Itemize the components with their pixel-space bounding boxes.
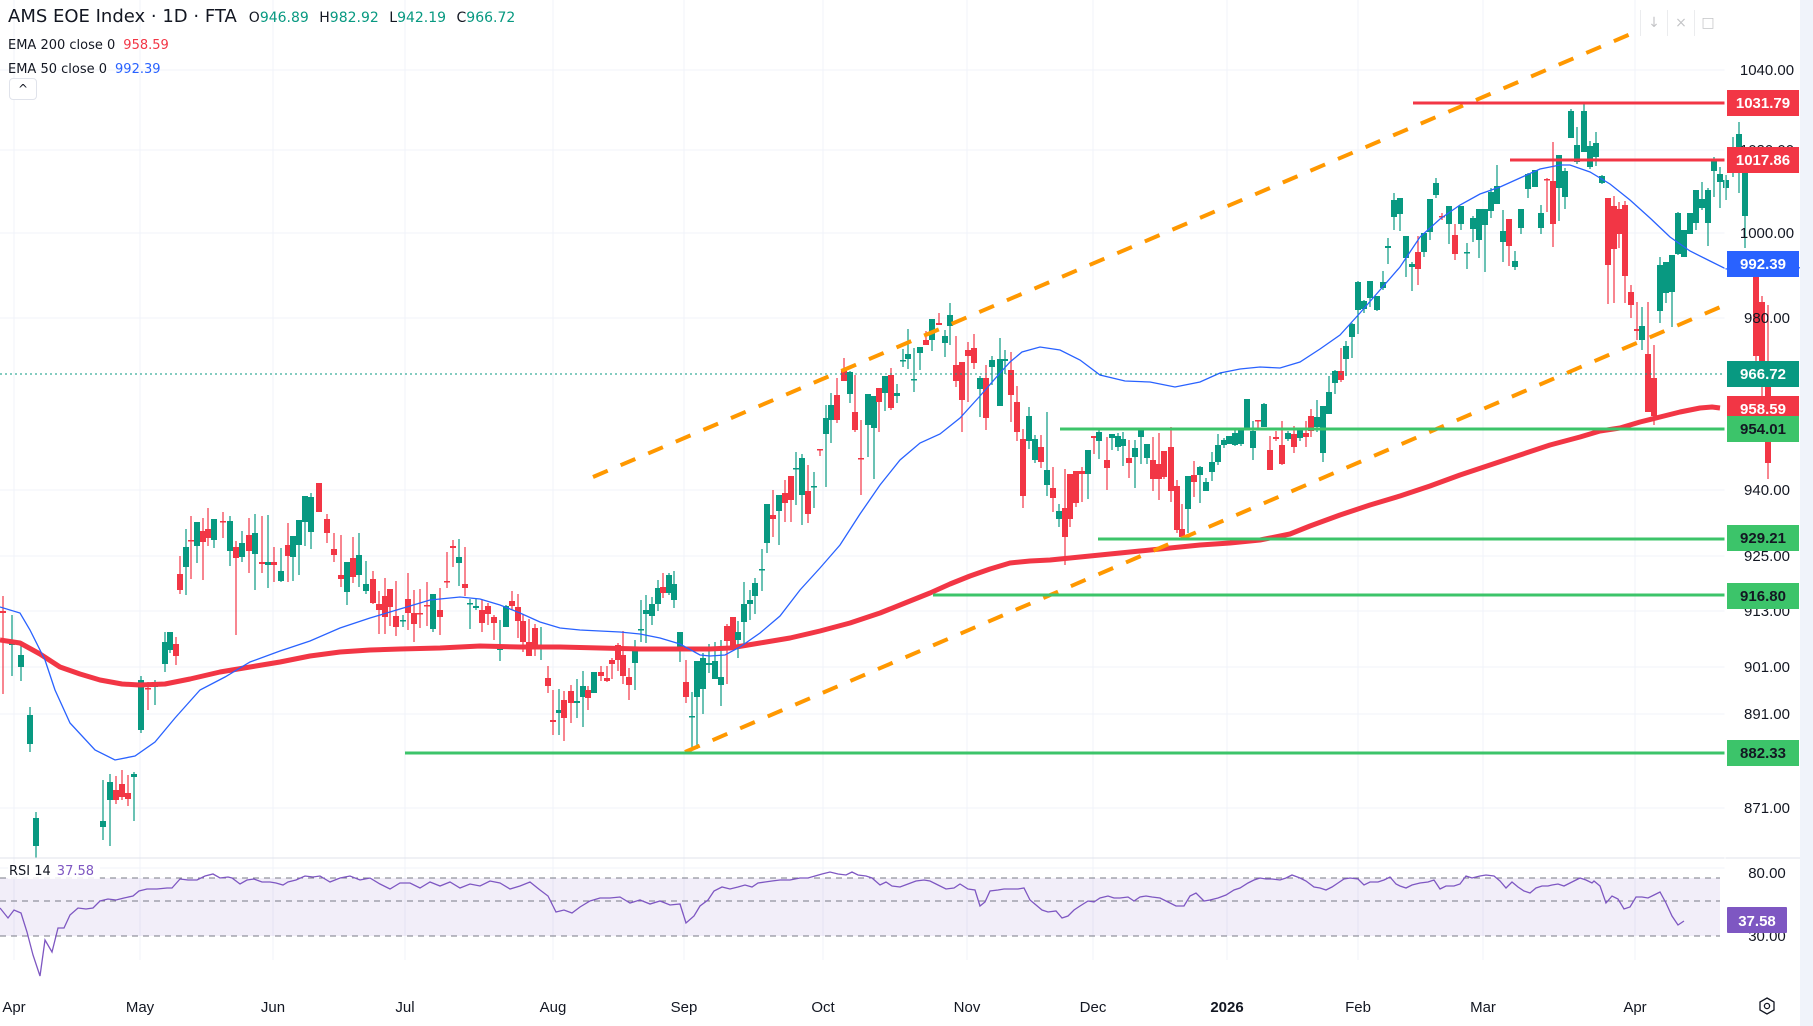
time-tick: May — [126, 999, 155, 1016]
price-badge — [1727, 90, 1799, 116]
price-tick: 1040.00 — [1740, 62, 1794, 79]
price-badge — [1727, 147, 1799, 173]
time-tick: Jul — [395, 999, 414, 1016]
price-badge-text: 992.39 — [1740, 256, 1786, 273]
move-pane-down-icon[interactable]: ↓ — [1640, 10, 1667, 36]
price-badge-text: 1017.86 — [1736, 152, 1790, 169]
low-value: 942.19 — [397, 10, 447, 26]
time-tick: Mar — [1470, 999, 1496, 1016]
price-badge — [1727, 740, 1799, 766]
chart-legend: AMS EOE Index · 1D · FTA O946.89 H982.92… — [8, 6, 521, 82]
time-tick: 2026 — [1210, 999, 1243, 1016]
ema50-legend[interactable]: EMA 50 close 0 992.39 — [8, 58, 521, 82]
channel-upper-line — [592, 28, 1641, 479]
ema50-label: EMA 50 close 0 — [8, 62, 108, 77]
price-badge — [1727, 251, 1799, 277]
price-badge — [1727, 525, 1799, 551]
time-tick: Feb — [1345, 999, 1371, 1016]
price-badge-text: 882.33 — [1740, 745, 1786, 762]
rsi-line — [0, 871, 1685, 977]
open-value: 946.89 — [259, 10, 309, 26]
channel-lower-line — [684, 303, 1726, 754]
time-tick: Aug — [540, 999, 567, 1016]
price-tick: 891.00 — [1744, 706, 1790, 723]
close-pane-icon[interactable]: × — [1667, 10, 1694, 36]
price-badge-text: 916.80 — [1740, 588, 1786, 605]
trend-channel — [592, 28, 1726, 754]
ema-50-line — [0, 164, 1801, 761]
ohlc-values: O946.89 H982.92 L942.19 C966.72 — [248, 10, 516, 26]
rsi-value-badge — [1727, 907, 1787, 933]
price-badge — [1727, 583, 1799, 609]
time-tick: Apr — [1623, 999, 1646, 1016]
time-tick: Jun — [261, 999, 285, 1016]
high-value: 982.92 — [329, 10, 379, 26]
price-badge — [1727, 416, 1799, 442]
collapse-legend-button[interactable]: ^ — [9, 78, 37, 100]
time-tick: Sep — [671, 999, 698, 1016]
time-tick: Oct — [811, 999, 835, 1016]
price-tick: 940.00 — [1744, 482, 1790, 499]
price-tick: 925.00 — [1744, 548, 1790, 565]
price-axis[interactable]: 1040.001020.001000.00980.00940.00925.009… — [1727, 62, 1799, 817]
price-tick: 901.00 — [1744, 659, 1790, 676]
rsi-label: RSI 14 — [9, 864, 51, 879]
chart-settings-icon[interactable] — [1757, 996, 1777, 1016]
horizontal-levels — [405, 101, 1725, 755]
time-axis[interactable]: Apr May Jun Jul Aug Sep Oct Nov Dec 2026 Feb Mar Apr — [2, 999, 1646, 1016]
symbol-title[interactable]: AMS EOE Index · 1D · FTA — [8, 6, 237, 27]
price-badge-text: 929.21 — [1740, 530, 1786, 547]
ema200-legend[interactable]: EMA 200 close 0 958.59 — [8, 34, 521, 58]
price-tick: 871.00 — [1744, 800, 1790, 817]
chevron-up-icon: ^ — [17, 82, 29, 96]
rsi-value-badge-text: 37.58 — [1738, 913, 1776, 930]
maximize-pane-icon[interactable]: □ — [1694, 10, 1721, 36]
price-badge-text: 1031.79 — [1736, 95, 1790, 112]
close-value: 966.72 — [466, 10, 516, 26]
price-badge — [1727, 361, 1799, 387]
price-badge-text: 958.59 — [1740, 401, 1786, 418]
rsi-axis: 80.00 30.00 37.58 — [1727, 865, 1787, 945]
rsi-band — [0, 878, 1720, 936]
price-badge-text: 954.01 — [1740, 421, 1786, 438]
grid-lines — [0, 0, 1725, 960]
ema200-value: 958.59 — [123, 38, 169, 53]
price-badge-text: 966.72 — [1740, 366, 1786, 383]
rsi-value: 37.58 — [56, 864, 95, 879]
price-candles — [0, 104, 1771, 858]
rsi-legend[interactable]: RSI 14 37.58 — [8, 864, 101, 879]
time-tick: Dec — [1080, 999, 1107, 1016]
window-edge — [1800, 0, 1813, 1026]
ema200-label: EMA 200 close 0 — [8, 38, 116, 53]
pane-controls: ↓ × □ — [1640, 10, 1721, 36]
ema50-value: 992.39 — [115, 62, 161, 77]
time-tick: Nov — [954, 999, 981, 1016]
price-tick: 1000.00 — [1740, 225, 1794, 242]
price-tick: 980.00 — [1744, 310, 1790, 327]
time-tick: Apr — [2, 999, 25, 1016]
rsi-band-lines — [0, 877, 1720, 937]
rsi-upper-tick: 80.00 — [1748, 865, 1786, 882]
